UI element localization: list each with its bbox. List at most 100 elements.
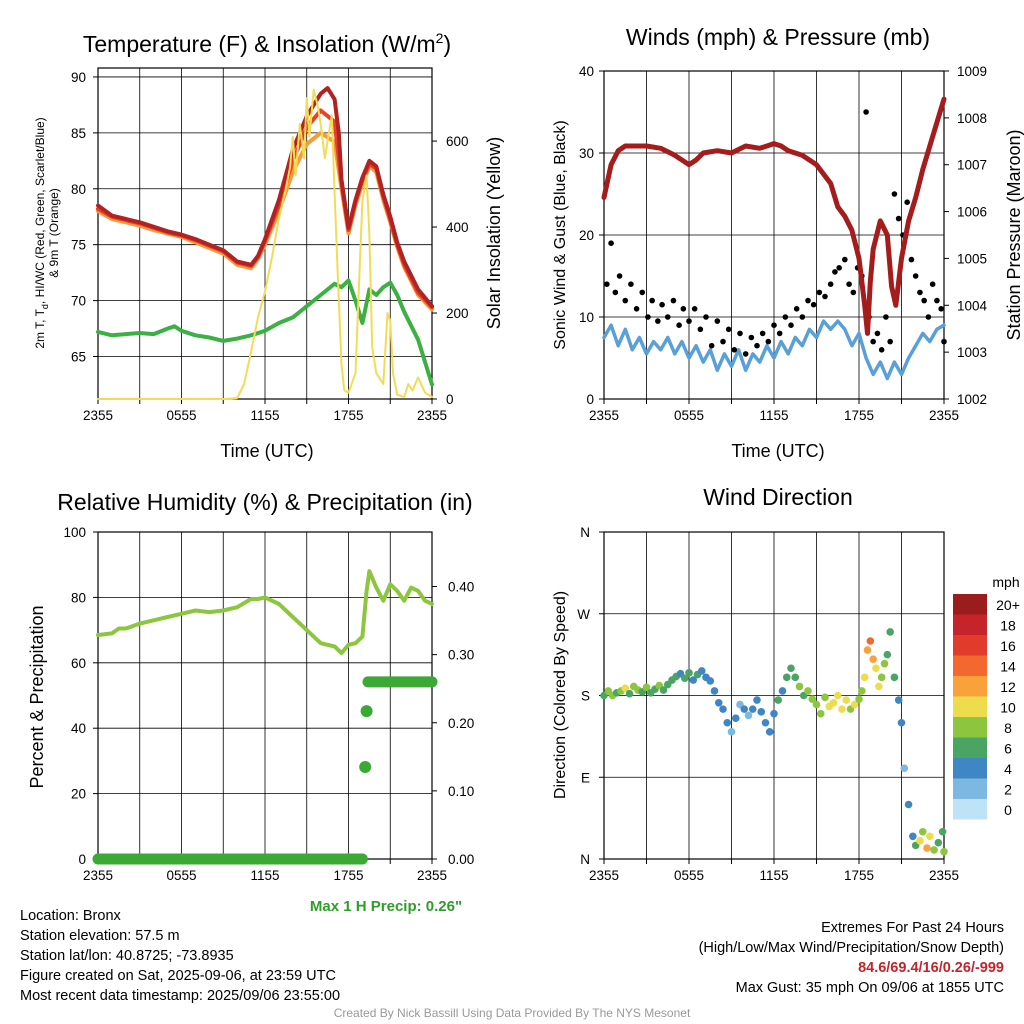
y-tick-label: S	[581, 689, 590, 704]
y-tick-label: 75	[71, 238, 86, 253]
y-tick-label: 80	[71, 590, 86, 605]
gust-point	[691, 306, 698, 312]
direction-point	[829, 698, 838, 707]
y-right-tick-label: 1005	[957, 251, 987, 266]
gust-point	[639, 289, 646, 296]
gust-point	[754, 342, 760, 349]
gust-point	[883, 314, 889, 320]
x-tick-label: 2355	[83, 868, 113, 883]
x-tick-label: 2355	[83, 408, 113, 423]
precip-point	[359, 761, 372, 774]
gust-point	[645, 314, 651, 320]
direction-point	[621, 684, 630, 693]
x-tick-label: 2355	[589, 408, 619, 423]
direction-point	[770, 709, 778, 718]
gust-point	[737, 330, 743, 337]
y-tick-label: 0	[586, 392, 594, 407]
legend-swatch	[953, 758, 987, 779]
direction-point	[761, 718, 770, 727]
direction-point	[804, 687, 812, 695]
gust-point	[941, 338, 947, 345]
gust-point	[612, 289, 619, 296]
legend-swatch	[953, 594, 987, 615]
direction-point	[710, 687, 719, 695]
direction-point	[689, 676, 698, 684]
direction-point	[757, 708, 766, 716]
direction-point	[791, 673, 800, 682]
direction-point	[904, 800, 913, 809]
gust-point	[822, 293, 828, 300]
direction-point	[723, 718, 732, 727]
direction-point	[719, 705, 727, 713]
x-tick-label: 1155	[250, 868, 279, 883]
y-tick-label: N	[580, 525, 590, 540]
y-right-tick-label: 1008	[957, 111, 987, 126]
direction-point	[642, 683, 651, 692]
gust-point	[827, 281, 834, 288]
legend-swatch	[953, 696, 987, 717]
gust-point	[759, 330, 766, 337]
y-tick-label: W	[577, 607, 590, 622]
direction-point	[842, 696, 851, 704]
y-right-tick-label: 1003	[957, 345, 987, 360]
direction-point	[926, 832, 934, 841]
gust-point	[887, 338, 893, 345]
gust-point	[836, 265, 842, 271]
x-tick-label: 1155	[250, 408, 279, 423]
station-info: Location: Bronx Station elevation: 57.5 …	[20, 906, 340, 1006]
gust-point	[742, 351, 749, 357]
direction-point	[765, 728, 774, 736]
y-tick-label: 80	[71, 182, 86, 197]
direction-point	[850, 700, 859, 709]
x-tick-label: 1155	[759, 408, 788, 423]
direction-point	[934, 838, 943, 847]
legend-swatch	[953, 778, 987, 799]
gust-point	[929, 281, 936, 288]
direction-point	[697, 667, 706, 675]
y-right-tick-label: 1004	[957, 298, 988, 313]
extremes-info: Extremes For Past 24 Hours (High/Low/Max…	[699, 918, 1004, 998]
gust-point	[832, 269, 838, 275]
gust-point	[878, 347, 885, 353]
legend-swatch	[953, 614, 987, 635]
y-right-tick-label: 0	[446, 392, 454, 407]
y-right-tick-label: 0.10	[448, 784, 474, 799]
legend-label: 20+	[996, 597, 1020, 613]
gust-point	[895, 215, 902, 222]
direction-point	[740, 705, 749, 713]
series-dewpoint	[96, 278, 434, 387]
gust-point	[708, 342, 715, 349]
direction-point	[858, 687, 866, 695]
legend-title: mph	[992, 574, 1019, 590]
y-tick-label: 20	[579, 228, 594, 243]
direction-point	[875, 682, 883, 691]
x-axis-title-1: Time (UTC)	[220, 441, 313, 461]
legend-label: 16	[1000, 638, 1016, 654]
direction-point	[659, 686, 668, 694]
y-axis-title-1: 2m T, Td, HI/WC (Red, Green, Scarlet/Blu…	[33, 117, 50, 348]
y-right-tick-label: 0.00	[448, 852, 474, 867]
gust-point	[616, 273, 623, 279]
gust-point	[731, 347, 738, 353]
gust-point	[846, 281, 852, 288]
y-axis-title-1b: & 9m T (Orange)	[47, 188, 61, 278]
gust-point	[697, 326, 704, 333]
gust-point	[748, 334, 755, 341]
gust-point	[608, 240, 614, 246]
gust-point	[874, 330, 881, 337]
direction-point	[727, 728, 736, 736]
timestamp-text: Most recent data timestamp: 2025/09/06 2…	[20, 988, 341, 1004]
gust-point	[891, 191, 898, 197]
gust-point	[680, 306, 687, 312]
direction-point	[731, 714, 740, 723]
y-tick-label: 0	[78, 852, 86, 867]
y-right-tick-label: 0.30	[448, 648, 474, 663]
gust-point	[788, 322, 794, 329]
gust-point	[686, 318, 692, 324]
legend-swatch	[953, 737, 987, 758]
direction-point	[897, 718, 906, 727]
gust-point	[934, 297, 940, 304]
y-tick-label: 70	[71, 294, 86, 309]
legend-label: 6	[1004, 741, 1012, 757]
y-right-tick-label: 400	[446, 220, 469, 235]
